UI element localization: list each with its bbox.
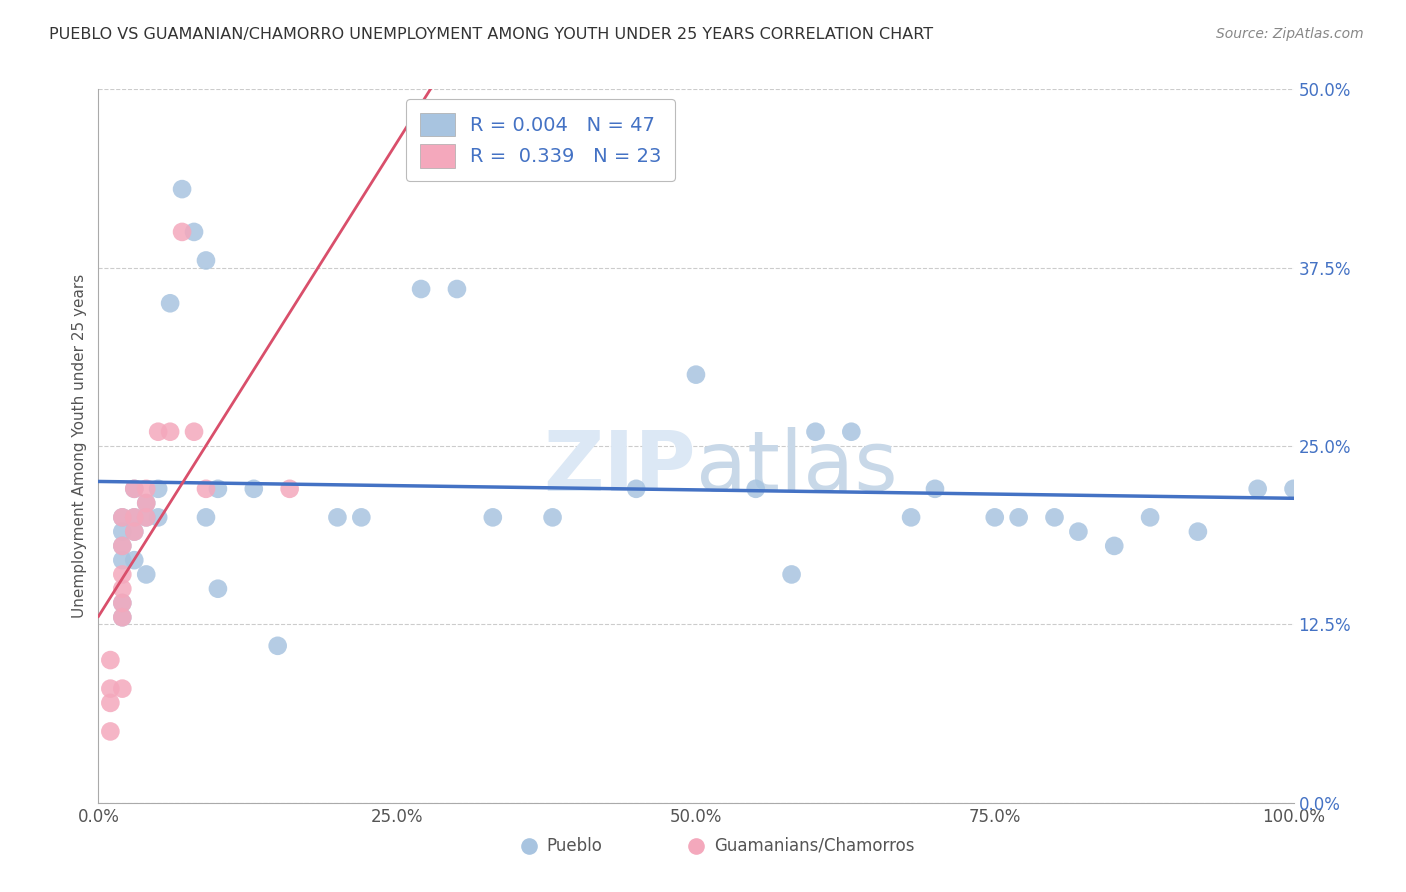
Text: Pueblo: Pueblo xyxy=(547,837,602,855)
Point xyxy=(111,524,134,539)
Point xyxy=(1104,539,1126,553)
Point xyxy=(446,282,468,296)
Point xyxy=(517,881,540,892)
Point xyxy=(183,225,205,239)
Point xyxy=(124,482,146,496)
Point xyxy=(183,425,205,439)
Legend: R = 0.004   N = 47, R =  0.339   N = 23: R = 0.004 N = 47, R = 0.339 N = 23 xyxy=(406,99,675,181)
Point xyxy=(195,510,218,524)
Point xyxy=(111,582,134,596)
Point xyxy=(1247,482,1270,496)
Point xyxy=(267,639,290,653)
Point xyxy=(626,482,648,496)
Point xyxy=(1043,510,1066,524)
Point xyxy=(124,510,146,524)
Point xyxy=(207,482,229,496)
Point xyxy=(804,425,827,439)
Point xyxy=(111,596,134,610)
Point xyxy=(541,510,564,524)
Point xyxy=(111,596,134,610)
Point xyxy=(350,510,373,524)
Point xyxy=(111,510,134,524)
Point xyxy=(111,539,134,553)
Point xyxy=(278,482,301,496)
Point xyxy=(411,282,433,296)
Point xyxy=(481,510,505,524)
Point xyxy=(1008,510,1031,524)
Point xyxy=(98,696,122,710)
Point xyxy=(148,425,170,439)
Point xyxy=(841,425,863,439)
Point xyxy=(111,567,134,582)
Point xyxy=(111,681,134,696)
Point xyxy=(900,510,922,524)
Point xyxy=(98,653,122,667)
Text: ZIP: ZIP xyxy=(544,427,696,508)
Text: PUEBLO VS GUAMANIAN/CHAMORRO UNEMPLOYMENT AMONG YOUTH UNDER 25 YEARS CORRELATION: PUEBLO VS GUAMANIAN/CHAMORRO UNEMPLOYMEN… xyxy=(49,27,934,42)
Point xyxy=(111,610,134,624)
Point xyxy=(745,482,768,496)
Point xyxy=(135,496,157,510)
Point xyxy=(135,496,157,510)
Point xyxy=(984,510,1007,524)
Text: Guamanians/Chamorros: Guamanians/Chamorros xyxy=(714,837,914,855)
Point xyxy=(207,582,229,596)
Point xyxy=(924,482,946,496)
Point xyxy=(195,482,218,496)
Point xyxy=(124,553,146,567)
Point xyxy=(243,482,266,496)
Point xyxy=(135,567,157,582)
Point xyxy=(124,524,146,539)
Point xyxy=(135,510,157,524)
Point xyxy=(1067,524,1090,539)
Point xyxy=(148,510,170,524)
Point xyxy=(124,482,146,496)
Point xyxy=(159,425,181,439)
Point xyxy=(685,368,707,382)
Point xyxy=(111,510,134,524)
Y-axis label: Unemployment Among Youth under 25 years: Unemployment Among Youth under 25 years xyxy=(72,274,87,618)
Point xyxy=(172,225,194,239)
Text: atlas: atlas xyxy=(696,427,897,508)
Point xyxy=(98,724,122,739)
Point xyxy=(1139,510,1161,524)
Point xyxy=(1282,482,1305,496)
Point xyxy=(1187,524,1209,539)
Point xyxy=(195,253,218,268)
Point xyxy=(111,610,134,624)
Point xyxy=(124,524,146,539)
Point xyxy=(148,482,170,496)
Point xyxy=(685,881,707,892)
Point xyxy=(780,567,803,582)
Point xyxy=(98,681,122,696)
Text: Source: ZipAtlas.com: Source: ZipAtlas.com xyxy=(1216,27,1364,41)
Point xyxy=(111,539,134,553)
Point xyxy=(326,510,349,524)
Point xyxy=(111,553,134,567)
Point xyxy=(159,296,181,310)
Point xyxy=(124,510,146,524)
Point xyxy=(172,182,194,196)
Point xyxy=(135,510,157,524)
Point xyxy=(135,482,157,496)
